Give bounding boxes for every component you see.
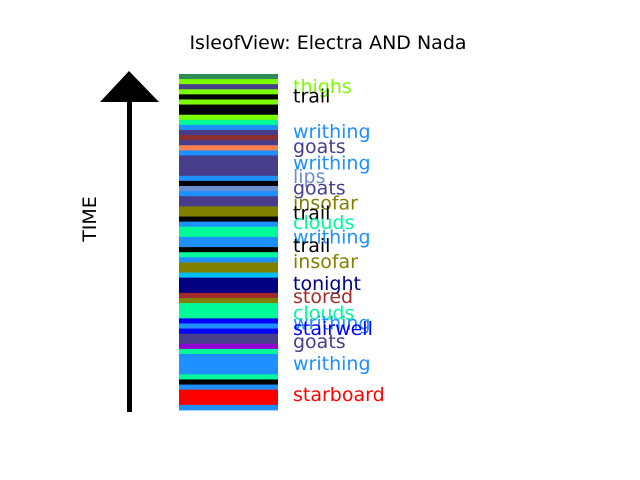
stripe — [179, 277, 278, 284]
stripe — [179, 170, 278, 177]
stripe — [179, 135, 278, 141]
stripe — [179, 79, 278, 85]
time-axis — [100, 71, 159, 412]
stripe — [179, 343, 278, 350]
stripe — [179, 206, 278, 212]
stripe — [179, 84, 278, 90]
stripe — [179, 359, 278, 365]
stripe — [179, 389, 278, 396]
stripe — [179, 114, 278, 121]
word-label: clouds — [293, 303, 354, 325]
stripe — [179, 328, 278, 335]
word-label: goats — [293, 136, 346, 158]
word-label: starboard — [293, 384, 385, 406]
word-label: lips — [293, 166, 326, 188]
stripe — [179, 338, 278, 345]
word-label: writhing — [293, 121, 371, 143]
stripe — [179, 287, 278, 294]
stripe — [179, 109, 278, 116]
stripe — [179, 394, 278, 401]
stripe — [179, 242, 278, 248]
stripe — [179, 201, 278, 207]
chart-title: IsleofView: Electra AND Nada — [189, 32, 466, 54]
stripe — [179, 231, 278, 238]
stripe — [179, 211, 278, 217]
stripe — [179, 99, 278, 105]
stripe — [179, 150, 278, 156]
stripe — [179, 257, 278, 263]
stripe — [179, 379, 278, 385]
stripe — [179, 364, 278, 370]
stripe — [179, 282, 278, 289]
y-axis-label: TIME — [79, 196, 101, 243]
stripe — [179, 160, 278, 167]
stripe — [179, 247, 278, 253]
stripe — [179, 236, 278, 243]
stripe — [179, 186, 278, 192]
stripe — [179, 323, 278, 329]
stripe — [179, 175, 278, 182]
stripe — [179, 262, 278, 268]
word-label: stored — [293, 286, 353, 308]
word-label: writhing — [293, 153, 371, 175]
word-label: goats — [293, 331, 346, 353]
word-labels: thighstrailwrithinggoatswrithinglipsgoat… — [293, 76, 385, 406]
stripe — [179, 180, 278, 187]
stripe — [179, 369, 278, 375]
color-stripe-column — [179, 74, 278, 411]
stripe — [179, 308, 278, 314]
word-label: writhing — [293, 227, 371, 249]
stripe — [179, 196, 278, 202]
stripe — [179, 130, 278, 136]
stripe — [179, 303, 278, 309]
stripe — [179, 318, 278, 324]
stripe — [179, 272, 278, 279]
stripe — [179, 292, 278, 299]
word-label: writhing — [293, 353, 371, 375]
word-label: goats — [293, 178, 346, 200]
stripe — [179, 354, 278, 360]
word-label: insofar — [293, 251, 358, 273]
word-label: thighs — [293, 76, 352, 98]
time-axis-line — [127, 100, 132, 412]
stripe — [179, 216, 278, 223]
stripe — [179, 104, 278, 111]
stripe — [179, 404, 278, 411]
stripe — [179, 191, 278, 197]
stripe — [179, 298, 278, 304]
word-label: trail — [293, 235, 330, 257]
time-axis-arrowhead — [100, 71, 159, 102]
stripe — [179, 140, 278, 146]
stripe — [179, 119, 278, 126]
word-label: tonight — [293, 273, 361, 295]
stripe — [179, 226, 278, 233]
word-label: trail — [293, 86, 330, 108]
stripe — [179, 333, 278, 340]
stripe — [179, 124, 278, 131]
word-label: insofar — [293, 193, 358, 215]
stripe — [179, 399, 278, 406]
word-label: writhing — [293, 313, 371, 335]
stripe — [179, 252, 278, 258]
stripe — [179, 313, 278, 319]
stripe — [179, 94, 278, 100]
stripe — [179, 155, 278, 161]
word-label: trail — [293, 202, 330, 224]
stripe — [179, 145, 278, 151]
stripe — [179, 89, 278, 95]
stripe — [179, 165, 278, 172]
stripe — [179, 374, 278, 380]
stripe — [179, 221, 278, 228]
word-label: clouds — [293, 212, 354, 234]
stripe — [179, 267, 278, 273]
stripe — [179, 384, 278, 391]
stripe — [179, 348, 278, 355]
stripe — [179, 74, 278, 80]
word-label: stairwell — [293, 318, 373, 340]
